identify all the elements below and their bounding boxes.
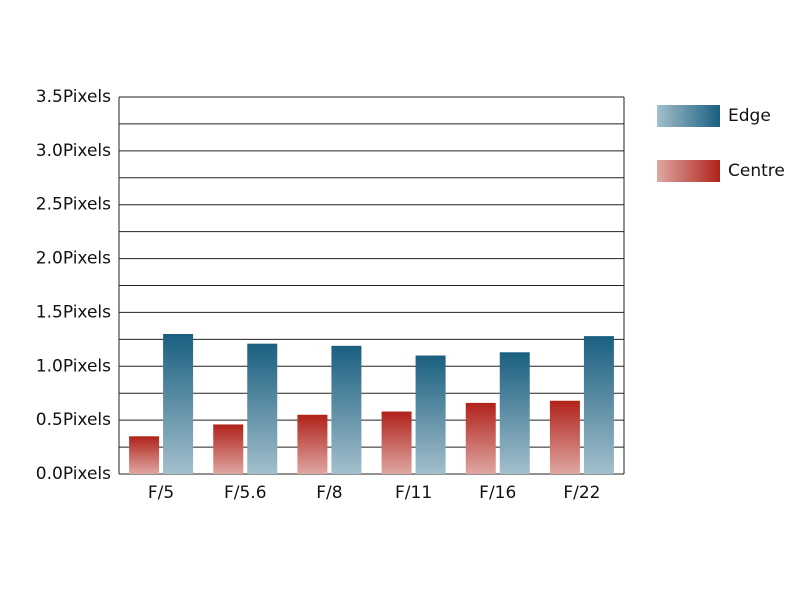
x-tick-label: F/11 <box>395 483 432 503</box>
y-tick-label: 1.5Pixels <box>36 302 111 322</box>
legend-label: Edge <box>728 106 771 126</box>
y-tick-label: 3.5Pixels <box>36 87 111 107</box>
bar <box>129 436 160 474</box>
x-tick-label: F/5.6 <box>224 483 267 503</box>
y-tick-label: 2.0Pixels <box>36 249 111 269</box>
bar <box>583 336 614 474</box>
bar <box>415 355 446 474</box>
bar <box>297 414 328 474</box>
legend-label: Centre <box>728 161 785 181</box>
x-tick-label: F/5 <box>148 483 174 503</box>
bar <box>499 352 530 474</box>
y-tick-label: 3.0Pixels <box>36 141 111 161</box>
y-tick-label: 0.0Pixels <box>36 464 111 484</box>
bar <box>213 424 244 474</box>
bar <box>163 333 194 474</box>
x-tick-label: F/16 <box>479 483 516 503</box>
legend-swatch <box>657 160 720 182</box>
y-tick-label: 0.5Pixels <box>36 410 111 430</box>
bar <box>381 411 412 474</box>
y-tick-label: 2.5Pixels <box>36 195 111 215</box>
x-tick-label: F/22 <box>563 483 600 503</box>
x-tick-label: F/8 <box>316 483 342 503</box>
bar <box>331 345 362 474</box>
bar <box>465 402 496 474</box>
bar <box>549 400 580 474</box>
bar <box>247 343 278 474</box>
y-tick-label: 1.0Pixels <box>36 356 111 376</box>
legend-swatch <box>657 105 720 127</box>
